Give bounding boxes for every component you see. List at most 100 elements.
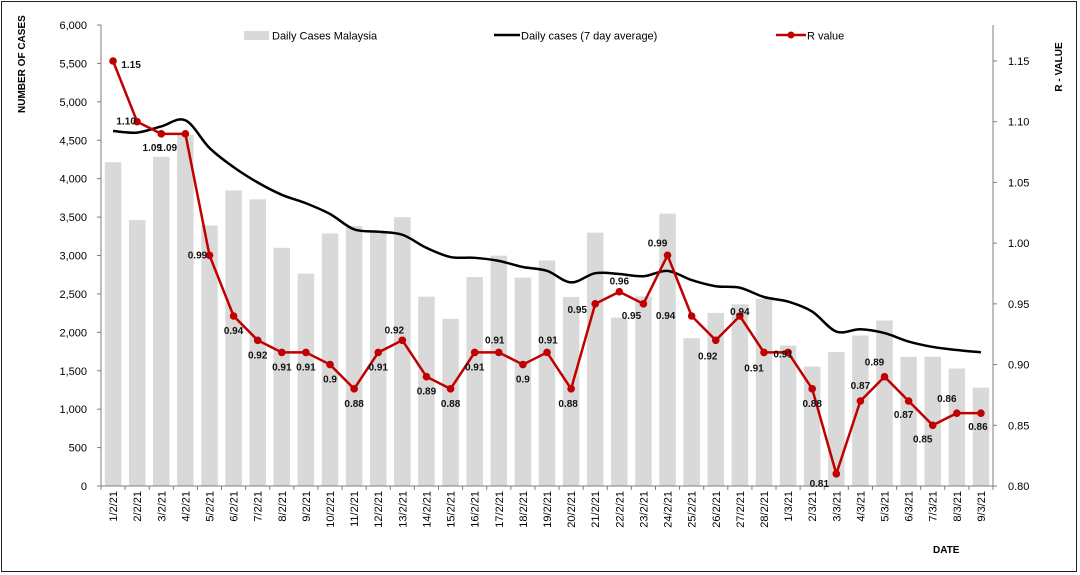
r-marker-19/2/21: [543, 348, 551, 357]
bar-17/2/21: [490, 255, 508, 486]
y2-tick-label-1.00: 1.00: [1008, 238, 1029, 250]
r-marker-18/2/21: [519, 360, 527, 369]
r-label-9/3/21: 0.86: [968, 422, 988, 433]
x-tick-label-22/2/21: 22/2/21: [614, 491, 626, 528]
r-label-2/2/21: 1.10: [116, 117, 136, 128]
y-axis-right: 0.80 0.85 0.90 0.95 1.00 1.05 1.10 1.15: [992, 25, 1029, 493]
r-marker-10/2/21: [326, 360, 334, 369]
r-marker-23/2/21: [639, 300, 648, 308]
x-tick-label-7/3/21: 7/3/21: [928, 491, 940, 522]
y2-tick-label-0.90: 0.90: [1008, 360, 1029, 372]
y-tick-label-6,000: 6,000: [59, 20, 87, 32]
line-series-r-value: [109, 57, 985, 478]
r-label-5/2/21: 0.99: [188, 250, 208, 261]
bar-1/3/21: [779, 345, 797, 486]
x-tick-label-25/2/21: 25/2/21: [687, 491, 699, 528]
y-tick-label-2,000: 2,000: [59, 327, 87, 339]
bar-21/2/21: [586, 232, 604, 486]
r-marker-24/2/21: [663, 251, 672, 260]
x-tick-label-23/2/21: 23/2/21: [638, 491, 650, 528]
r-marker-1/2/21: [109, 57, 117, 65]
x-tick-label-2/2/21: 2/2/21: [132, 491, 144, 522]
r-label-4/2/21: 1.09: [158, 143, 178, 154]
r-label-6/3/21: 0.87: [894, 410, 914, 421]
r-label-12/2/21: 0.91: [369, 362, 389, 373]
bar-9/3/21: [972, 387, 990, 486]
bar-28/2/21: [755, 298, 773, 486]
x-tick-label-27/2/21: 27/2/21: [735, 491, 747, 528]
x-tick-label-1/2/21: 1/2/21: [108, 491, 120, 522]
bar-12/2/21: [369, 231, 387, 486]
r-marker-8/2/21: [278, 348, 286, 357]
r-label-2/3/21: 0.88: [802, 399, 822, 410]
legend-label-bars: Daily Cases Malaysia: [272, 31, 378, 43]
r-marker-9/3/21: [977, 409, 985, 417]
x-tick-label-28/2/21: 28/2/21: [759, 491, 771, 528]
r-label-8/3/21: 0.86: [937, 394, 957, 405]
legend-swatch-bars: [244, 31, 269, 40]
avg-line-path: [112, 118, 982, 354]
bar-26/2/21: [707, 312, 725, 486]
y-tick-label-1,500: 1,500: [59, 366, 87, 378]
bar-6/3/21: [900, 356, 917, 486]
r-label-17/2/21: 0.91: [485, 335, 505, 346]
r-label-5/3/21: 0.89: [865, 358, 885, 369]
bar-1/2/21: [104, 162, 122, 486]
x-tick-label-14/2/21: 14/2/21: [421, 491, 433, 528]
r-label-27/2/21: 0.94: [730, 307, 750, 318]
bar-6/2/21: [225, 190, 242, 487]
r-label-10/2/21: 0.9: [323, 375, 337, 386]
r-label-14/2/21: 0.89: [417, 387, 437, 398]
legend: Daily Cases Malaysia Daily cases (7 day …: [244, 31, 844, 43]
bar-18/2/21: [514, 277, 532, 486]
r-marker-1/3/21: [784, 348, 792, 357]
r-marker-3/3/21: [832, 470, 841, 478]
r-marker-7/2/21: [253, 336, 262, 345]
y2-tick-label-0.95: 0.95: [1008, 299, 1029, 311]
bar-3/3/21: [828, 351, 845, 486]
r-marker-2/3/21: [808, 385, 816, 393]
r-marker-28/2/21: [760, 348, 768, 357]
x-axis-title: DATE: [933, 545, 960, 556]
r-marker-6/3/21: [904, 397, 913, 405]
r-label-6/2/21: 0.94: [224, 326, 244, 337]
bar-15/2/21: [442, 318, 459, 486]
x-tick-label-5/3/21: 5/3/21: [880, 491, 892, 522]
x-tick-label-4/2/21: 4/2/21: [180, 491, 192, 522]
bar-25/2/21: [683, 338, 700, 486]
r-label-21/2/21: 0.95: [567, 305, 587, 316]
r-marker-22/2/21: [615, 287, 624, 296]
bar-14/2/21: [418, 296, 435, 486]
bar-7/3/21: [924, 356, 941, 486]
x-tick-label-3/2/21: 3/2/21: [156, 491, 168, 522]
x-tick-label-6/3/21: 6/3/21: [904, 491, 916, 522]
r-label-13/2/21: 0.92: [385, 325, 405, 336]
x-tick-label-12/2/21: 12/2/21: [373, 491, 385, 528]
y-tick-label-5,500: 5,500: [59, 58, 87, 70]
legend-label-avg: Daily cases (7 day average): [521, 31, 657, 43]
r-marker-25/2/21: [687, 312, 696, 320]
bar-10/2/21: [321, 233, 339, 486]
r-label-7/3/21: 0.85: [913, 434, 933, 445]
bar-16/2/21: [466, 277, 483, 486]
bar-9/2/21: [297, 273, 315, 486]
r-marker-12/2/21: [374, 348, 383, 357]
r-marker-2/2/21: [133, 117, 141, 126]
bar-3/2/21: [153, 156, 170, 486]
r-label-26/2/21: 0.92: [698, 351, 718, 362]
r-marker-27/2/21: [736, 312, 744, 320]
r-marker-17/2/21: [494, 348, 503, 357]
r-label-8/2/21: 0.91: [272, 362, 292, 373]
bar-4/3/21: [852, 335, 869, 486]
bar-8/2/21: [273, 247, 291, 486]
bar-27/2/21: [731, 304, 749, 486]
r-label-19/2/21: 0.91: [538, 335, 558, 346]
x-tick-label-16/2/21: 16/2/21: [470, 491, 482, 528]
r-marker-16/2/21: [470, 348, 479, 357]
r-label-18/2/21: 0.9: [516, 375, 530, 386]
r-marker-21/2/21: [591, 300, 600, 308]
bar-24/2/21: [659, 213, 676, 486]
r-label-23/2/21: 0.95: [622, 311, 642, 322]
